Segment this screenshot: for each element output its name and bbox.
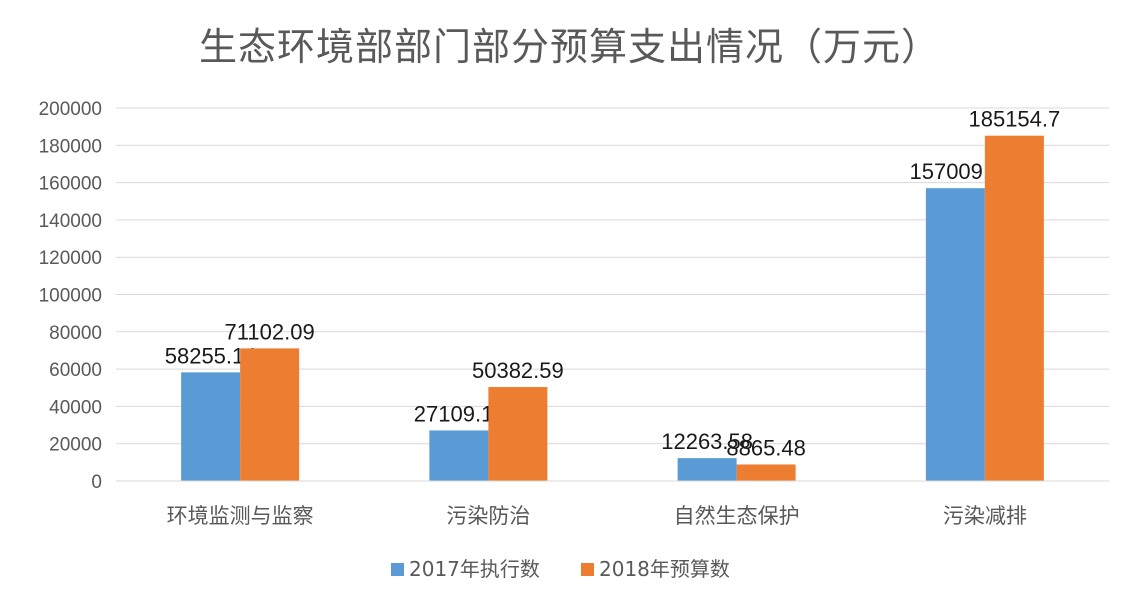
bar-3-0 bbox=[925, 188, 985, 481]
chart-title: 生态环境部部门部分预算支出情况（万元） bbox=[198, 25, 940, 69]
x-category-label-2: 自然生态保护 bbox=[674, 504, 800, 528]
y-tick-label-1: 20000 bbox=[49, 435, 102, 456]
x-category-label-1: 污染防治 bbox=[446, 504, 530, 528]
y-tick-label-2: 40000 bbox=[49, 397, 102, 418]
y-tick-label-0: 0 bbox=[91, 472, 102, 493]
legend-label-0: 2017年执行数 bbox=[409, 557, 540, 581]
bar-3-1 bbox=[984, 135, 1044, 482]
legend-swatch-1 bbox=[581, 563, 594, 576]
y-tick-label-6: 120000 bbox=[39, 248, 102, 269]
bar-0-0 bbox=[181, 372, 241, 481]
bar-2-1 bbox=[736, 464, 796, 481]
y-tick-label-10: 200000 bbox=[39, 99, 102, 120]
y-tick-label-8: 160000 bbox=[39, 174, 102, 195]
y-tick-label-7: 140000 bbox=[39, 211, 102, 232]
bar-2-0 bbox=[677, 458, 737, 481]
data-label-2-0: 12263.58 bbox=[661, 429, 753, 454]
y-tick-label-4: 80000 bbox=[49, 323, 102, 344]
data-label-0-1: 71102.09 bbox=[225, 319, 315, 344]
bar-0-1 bbox=[240, 348, 300, 481]
x-category-label-3: 污染减排 bbox=[943, 504, 1027, 528]
y-tick-label-3: 60000 bbox=[49, 360, 102, 381]
x-category-label-0: 环境监测与监察 bbox=[167, 504, 314, 528]
y-tick-label-5: 100000 bbox=[39, 286, 102, 307]
bar-1-0 bbox=[429, 430, 489, 481]
legend-label-1: 2018年预算数 bbox=[599, 557, 730, 581]
data-label-2-1: 8865.48 bbox=[726, 435, 806, 460]
y-tick-label-9: 180000 bbox=[39, 136, 102, 157]
data-label-3-1: 185154.7 bbox=[968, 107, 1060, 132]
bar-1-1 bbox=[488, 387, 548, 481]
legend-swatch-0 bbox=[391, 563, 404, 576]
data-label-1-1: 50382.59 bbox=[472, 358, 564, 383]
